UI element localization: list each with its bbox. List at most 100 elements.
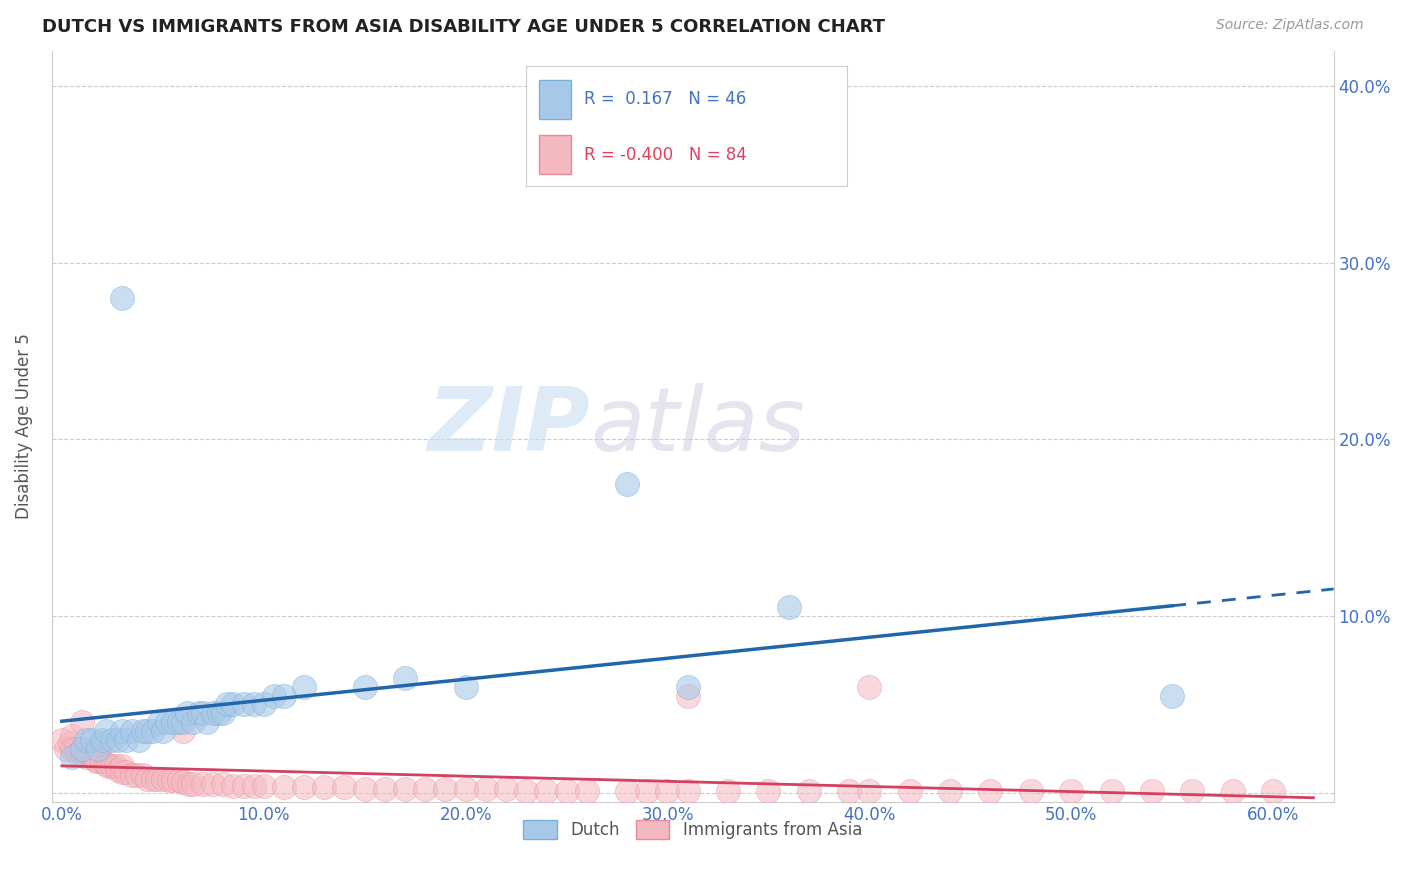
Point [82, 750, 104, 764]
Point [374, 782, 396, 797]
Point [84, 754, 107, 768]
Point [676, 784, 699, 798]
Point [75, 732, 97, 747]
Point [135, 723, 157, 738]
Point [82, 732, 104, 747]
Text: Source: ZipAtlas.com: Source: ZipAtlas.com [1216, 18, 1364, 32]
Point [1181, 784, 1204, 798]
Point [60, 741, 83, 756]
Point [162, 773, 184, 788]
Text: DUTCH VS IMMIGRANTS FROM ASIA DISABILITY AGE UNDER 5 CORRELATION CHART: DUTCH VS IMMIGRANTS FROM ASIA DISABILITY… [42, 18, 886, 36]
Point [66, 747, 89, 761]
Point [273, 780, 295, 795]
Point [536, 784, 558, 798]
Point [111, 291, 134, 305]
Point [1222, 784, 1244, 798]
Point [111, 723, 134, 738]
Point [135, 772, 157, 786]
Point [1019, 784, 1042, 798]
Point [616, 784, 638, 798]
Point [838, 784, 860, 798]
Point [314, 780, 336, 795]
Point [797, 784, 820, 798]
Point [253, 698, 276, 712]
Point [101, 759, 124, 773]
Point [657, 784, 679, 798]
Point [131, 723, 153, 738]
Point [107, 732, 129, 747]
Text: ZIP: ZIP [427, 383, 591, 469]
Point [253, 779, 276, 793]
Point [195, 714, 218, 729]
Point [1140, 784, 1163, 798]
Point [555, 784, 578, 798]
Point [515, 784, 537, 798]
Point [394, 671, 416, 685]
Point [91, 736, 114, 750]
Point [676, 689, 699, 703]
Point [131, 768, 153, 782]
Point [778, 600, 800, 615]
Point [202, 777, 225, 791]
Point [115, 764, 138, 779]
Point [181, 714, 204, 729]
Point [167, 714, 190, 729]
Point [91, 754, 114, 768]
Point [51, 732, 73, 747]
Point [121, 768, 143, 782]
Point [75, 750, 97, 764]
Point [167, 773, 190, 788]
Point [128, 732, 150, 747]
Point [1060, 784, 1083, 798]
Point [353, 782, 375, 797]
Point [208, 706, 231, 721]
Point [97, 759, 120, 773]
Point [191, 706, 214, 721]
Point [91, 732, 114, 747]
Point [111, 759, 134, 773]
Point [636, 784, 658, 798]
Point [202, 706, 225, 721]
Point [152, 723, 174, 738]
Point [1161, 689, 1184, 703]
Point [222, 698, 245, 712]
Point [115, 732, 138, 747]
Point [333, 780, 356, 795]
Point [232, 698, 254, 712]
Point [111, 764, 134, 779]
Point [434, 782, 457, 797]
Point [105, 759, 128, 773]
Point [87, 754, 110, 768]
Point [148, 714, 170, 729]
Point [717, 784, 740, 798]
Legend: Dutch, Immigrants from Asia: Dutch, Immigrants from Asia [516, 814, 869, 846]
Point [191, 777, 214, 791]
Point [979, 784, 1001, 798]
Point [939, 784, 962, 798]
Point [1261, 784, 1284, 798]
Point [1101, 784, 1123, 798]
Point [59, 736, 82, 750]
Point [898, 784, 921, 798]
Point [142, 723, 165, 738]
Point [413, 782, 436, 797]
Point [156, 714, 179, 729]
Point [60, 750, 83, 764]
Point [162, 714, 184, 729]
Point [70, 747, 93, 761]
Point [77, 747, 100, 761]
Point [217, 698, 239, 712]
Point [121, 723, 143, 738]
Point [107, 763, 129, 777]
Point [212, 706, 235, 721]
Point [55, 741, 77, 756]
Point [70, 741, 93, 756]
Point [181, 777, 204, 791]
Point [475, 782, 498, 797]
Y-axis label: Disability Age Under 5: Disability Age Under 5 [15, 334, 32, 519]
Point [145, 772, 167, 786]
Point [172, 775, 194, 789]
Point [70, 714, 93, 729]
Point [96, 757, 118, 772]
Point [87, 741, 110, 756]
